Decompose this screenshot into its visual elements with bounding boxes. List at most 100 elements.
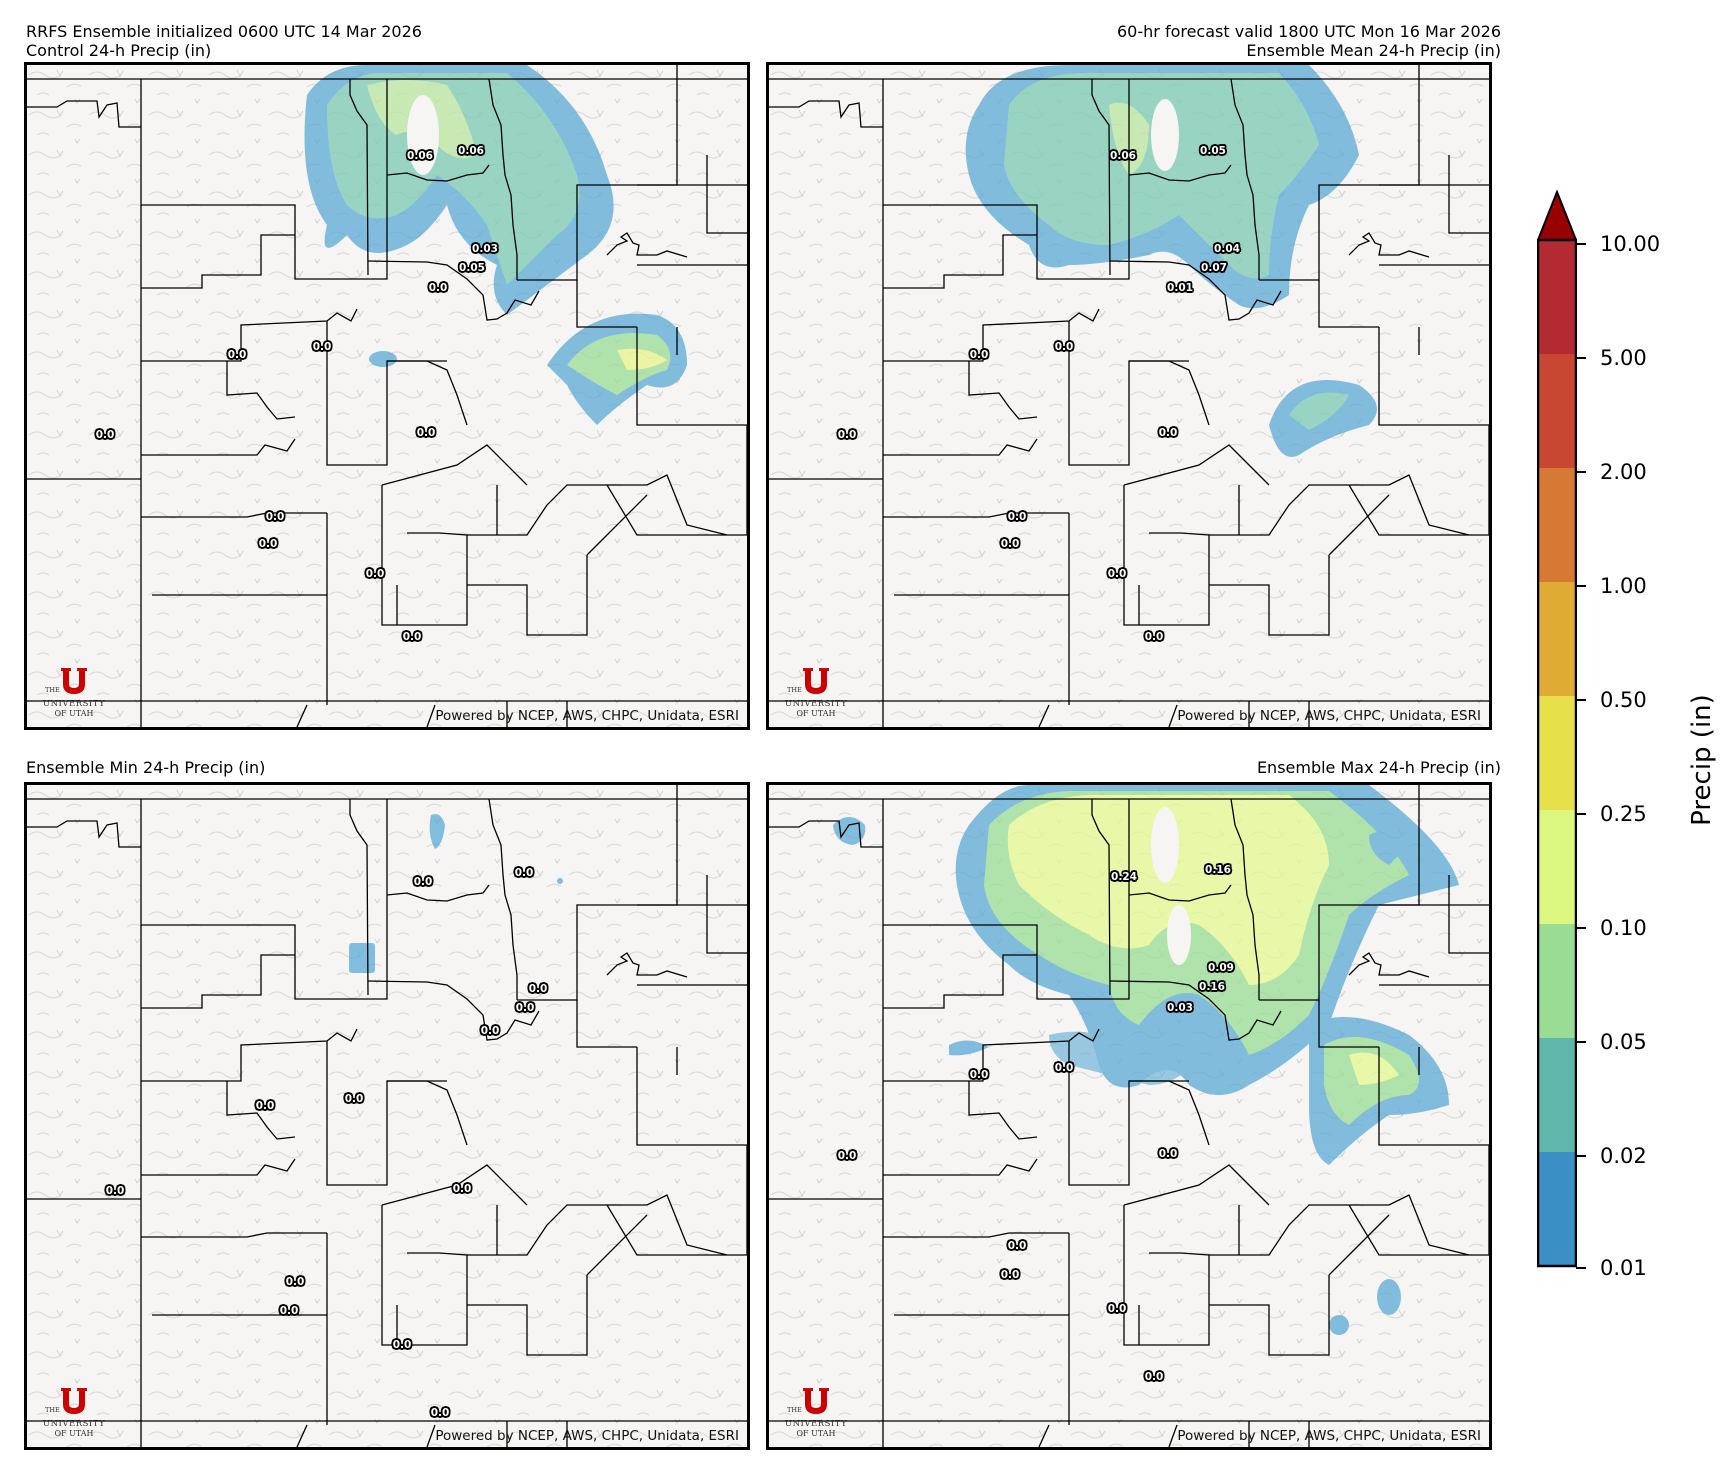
station-value: 0.03 [1167, 1002, 1193, 1014]
map-panel-control: 0.06 0.06 0.03 0.05 0.0 0.0 0.0 0.0 0.0 … [24, 62, 750, 730]
colorbar-tick: 2.00 [1576, 461, 1647, 483]
station-value: 0.06 [407, 150, 433, 162]
station-value: 0.0 [285, 1276, 305, 1288]
university-of-utah-logo: THE UNIVERSITY OF UTAH [33, 666, 115, 719]
station-value: 0.0 [1144, 631, 1164, 643]
station-value: 0.0 [1107, 1303, 1127, 1315]
map-panel-max: 0.24 0.16 0.09 0.16 0.03 0.0 0.0 0.0 0.0… [766, 782, 1492, 1450]
terrain-basemap [27, 65, 747, 727]
station-value: 0.0 [392, 1339, 412, 1351]
station-value: 0.0 [1144, 1371, 1164, 1383]
station-value: 0.0 [402, 631, 422, 643]
logo-the-text: THE [787, 1406, 802, 1414]
station-value: 0.0 [428, 282, 448, 294]
station-value: 0.0 [1000, 538, 1020, 550]
station-value: 0.0 [255, 1100, 275, 1112]
station-value: 0.0 [1107, 568, 1127, 580]
block-u-icon [803, 1388, 829, 1414]
station-value: 0.0 [1158, 1148, 1178, 1160]
block-u-icon [803, 668, 829, 694]
block-u-icon [61, 668, 87, 694]
logo-of-utah-text: OF UTAH [796, 709, 836, 718]
station-value: 0.05 [459, 262, 485, 274]
station-value: 0.06 [1110, 150, 1136, 162]
station-value: 0.0 [1007, 511, 1027, 523]
station-value: 0.0 [1054, 1062, 1074, 1074]
station-value: 0.03 [472, 243, 498, 255]
logo-of-utah-text: OF UTAH [796, 1429, 836, 1438]
logo-the-text: THE [45, 686, 60, 694]
terrain-basemap [769, 65, 1489, 727]
station-value: 0.0 [837, 1150, 857, 1162]
terrain-basemap [27, 785, 747, 1447]
logo-of-utah-text: OF UTAH [54, 1429, 94, 1438]
station-value: 0.01 [1167, 282, 1193, 294]
data-credit: Powered by NCEP, AWS, CHPC, Unidata, ESR… [435, 1428, 739, 1444]
station-value: 0.0 [279, 1305, 299, 1317]
station-value: 0.0 [344, 1093, 364, 1105]
terrain-basemap [769, 785, 1489, 1447]
colorbar-tick: 0.02 [1576, 1145, 1647, 1167]
data-credit: Powered by NCEP, AWS, CHPC, Unidata, ESR… [1177, 1428, 1481, 1444]
station-value: 0.07 [1201, 262, 1227, 274]
panel-title-min: Ensemble Min 24-h Precip (in) [26, 758, 266, 777]
logo-of-utah-text: OF UTAH [54, 709, 94, 718]
university-of-utah-logo: THE UNIVERSITY OF UTAH [775, 666, 857, 719]
colorbar-tick: 10.00 [1575, 233, 1660, 255]
map-panel-mean: 0.06 0.05 0.04 0.07 0.01 0.0 0.0 0.0 0.0… [766, 62, 1492, 730]
university-of-utah-logo: THE UNIVERSITY OF UTAH [33, 1386, 115, 1439]
station-value: 0.0 [1007, 1240, 1027, 1252]
station-value: 0.0 [528, 983, 548, 995]
station-value: 0.09 [1208, 962, 1234, 974]
university-of-utah-logo: THE UNIVERSITY OF UTAH [775, 1386, 857, 1439]
panel-title-mean: Ensemble Mean 24-h Precip (in) [1246, 41, 1501, 60]
logo-university-text: UNIVERSITY [784, 1419, 848, 1429]
station-value: 0.0 [227, 349, 247, 361]
station-value: 0.0 [365, 568, 385, 580]
logo-university-text: UNIVERSITY [784, 699, 848, 709]
station-value: 0.0 [1054, 341, 1074, 353]
station-value: 0.0 [95, 429, 115, 441]
station-value: 0.0 [514, 867, 534, 879]
colorbar-tick: 1.00 [1576, 575, 1647, 597]
station-value: 0.04 [1214, 243, 1240, 255]
map-panel-min: 0.0 0.0 0.0 0.0 0.0 0.0 0.0 0.0 0.0 0.0 … [24, 782, 750, 1450]
colorbar-tick: 0.10 [1576, 917, 1647, 939]
colorbar-tick: 0.05 [1576, 1031, 1647, 1053]
station-value: 0.24 [1111, 871, 1137, 883]
station-value: 0.0 [515, 1002, 535, 1014]
station-value: 0.0 [416, 427, 436, 439]
panel-title-control: Control 24-h Precip (in) [26, 41, 212, 60]
colorbar-tick: 5.00 [1576, 347, 1647, 369]
station-value: 0.0 [312, 341, 332, 353]
data-credit: Powered by NCEP, AWS, CHPC, Unidata, ESR… [1177, 708, 1481, 724]
colorbar-tick: 0.50 [1576, 689, 1647, 711]
station-value: 0.0 [969, 1069, 989, 1081]
station-value: 0.05 [1200, 145, 1226, 157]
station-value: 0.0 [258, 538, 278, 550]
station-value: 0.0 [413, 876, 433, 888]
init-time-title: RRFS Ensemble initialized 0600 UTC 14 Ma… [26, 22, 422, 41]
station-value: 0.0 [430, 1407, 450, 1419]
logo-university-text: UNIVERSITY [42, 699, 106, 709]
logo-the-text: THE [787, 686, 802, 694]
logo-university-text: UNIVERSITY [42, 1419, 106, 1429]
station-value: 0.0 [265, 511, 285, 523]
precip-colorbar [1537, 190, 1577, 1268]
colorbar-label: Precip (in) [1687, 694, 1717, 826]
station-value: 0.0 [837, 429, 857, 441]
station-value: 0.0 [1158, 427, 1178, 439]
station-value: 0.16 [1205, 864, 1231, 876]
valid-time-title: 60-hr forecast valid 1800 UTC Mon 16 Mar… [1117, 22, 1501, 41]
station-value: 0.16 [1199, 981, 1225, 993]
station-value: 0.0 [1000, 1269, 1020, 1281]
colorbar-tick: 0.25 [1576, 803, 1647, 825]
data-credit: Powered by NCEP, AWS, CHPC, Unidata, ESR… [435, 708, 739, 724]
logo-the-text: THE [45, 1406, 60, 1414]
station-value: 0.0 [105, 1185, 125, 1197]
station-value: 0.0 [969, 349, 989, 361]
panel-title-max: Ensemble Max 24-h Precip (in) [1256, 758, 1501, 777]
station-value: 0.0 [480, 1025, 500, 1037]
colorbar-tick: 0.01 [1576, 1257, 1647, 1279]
station-value: 0.06 [458, 145, 484, 157]
